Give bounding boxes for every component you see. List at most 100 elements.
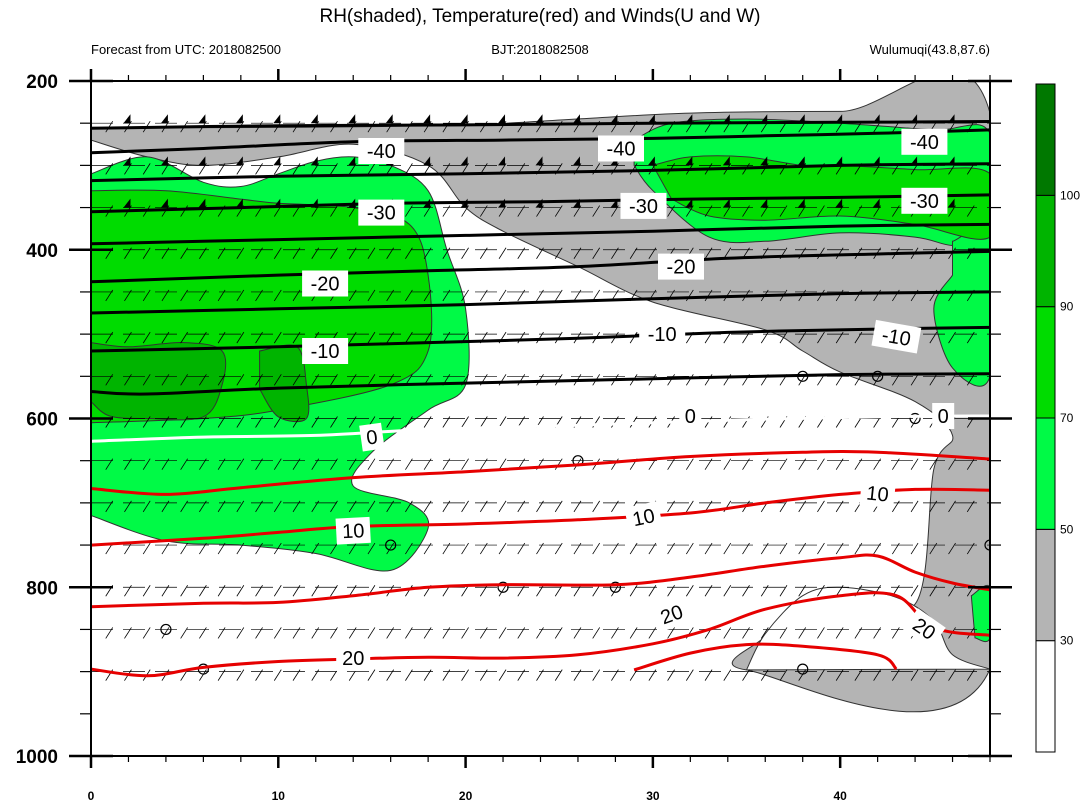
colorbar-swatch <box>1035 306 1056 419</box>
wind-barb <box>442 500 451 513</box>
contour-label-text: -10 <box>880 324 912 351</box>
wind-barb <box>948 458 956 470</box>
wind-barb <box>723 331 732 344</box>
wind-barb <box>292 205 301 217</box>
wind-barb <box>667 627 675 639</box>
wind-barb <box>161 500 170 513</box>
colorbar-label: 50 <box>1060 522 1074 536</box>
wind-barb <box>554 500 563 513</box>
wind-barb <box>479 627 488 639</box>
wind-barb <box>742 205 750 217</box>
contour-label-text: -20 <box>667 257 696 279</box>
wind-pennant <box>423 156 431 166</box>
wind-barb <box>929 331 938 344</box>
wind-barb <box>910 374 919 386</box>
wind-barb <box>536 331 544 344</box>
wind-barb <box>461 669 469 681</box>
wind-barb <box>629 542 638 555</box>
wind-barb <box>685 374 694 386</box>
wind-barb <box>330 374 338 386</box>
wind-barb <box>255 163 263 175</box>
wind-barb <box>311 374 320 386</box>
wind-barb <box>292 627 301 639</box>
wind-barb <box>854 627 863 639</box>
wind-pennant <box>160 156 168 166</box>
calm-wind-circle <box>984 539 990 551</box>
wind-barb <box>142 585 151 597</box>
wind-barb <box>255 585 263 597</box>
wind-barb <box>273 247 282 259</box>
wind-barb <box>124 500 132 513</box>
bjt-subtitle: BJT:2018082508 <box>491 42 589 57</box>
contour-label: -30 <box>901 187 948 214</box>
wind-barb <box>423 500 432 513</box>
wind-barb <box>273 458 282 470</box>
wind-pennant <box>310 156 318 166</box>
wind-barb <box>423 289 432 302</box>
wind-barb <box>217 627 226 639</box>
wind-barb <box>442 627 451 639</box>
wind-barb <box>348 374 357 386</box>
wind-barb <box>929 585 938 597</box>
temperature-contour <box>91 120 990 130</box>
wind-barb <box>854 669 863 681</box>
wind-barb <box>966 500 975 513</box>
wind-barb <box>611 585 619 597</box>
x-tick-label: 40 <box>833 789 847 803</box>
wind-barb <box>536 374 544 386</box>
wind-barb <box>142 289 151 302</box>
wind-barb <box>217 585 226 597</box>
wind-barb <box>742 331 750 344</box>
wind-barb <box>723 669 732 681</box>
wind-pennant <box>947 198 955 208</box>
wind-barb <box>479 416 488 428</box>
wind-barb <box>667 205 675 217</box>
wind-barb <box>124 247 132 259</box>
wind-barb <box>236 627 245 639</box>
contour-label-bg <box>658 253 704 280</box>
wind-barb <box>554 247 563 259</box>
wind-barb <box>742 585 750 597</box>
wind-pennant <box>535 156 543 166</box>
contour-label-bg <box>624 500 663 534</box>
wind-barb <box>611 247 619 259</box>
wind-barb <box>704 585 713 597</box>
wind-barb <box>105 374 114 386</box>
wind-barb <box>105 500 114 513</box>
wind-barb <box>536 585 544 597</box>
wind-barb <box>742 458 750 470</box>
wind-barb <box>873 669 881 681</box>
x-tick-label: 0 <box>88 789 95 803</box>
contour-label: 10 <box>624 500 663 534</box>
wind-barb <box>142 331 151 344</box>
wind-barb <box>929 458 938 470</box>
wind-barb <box>273 669 282 681</box>
contour-label-bg <box>651 596 693 633</box>
wind-barb <box>199 289 207 302</box>
wind-barb <box>217 669 226 681</box>
contour-label-layer: -40 -40 -40 -30 -30 -30 -20 -20 -10 -10 -10 0 0 0 10 10… <box>302 128 955 672</box>
wind-pennant <box>685 114 693 124</box>
wind-barb <box>948 500 956 513</box>
wind-pennant <box>273 156 281 166</box>
wind-pennant <box>423 114 431 124</box>
wind-barb <box>255 331 263 344</box>
wind-barb <box>648 585 657 597</box>
wind-barb <box>423 247 432 259</box>
wind-barb <box>124 331 132 344</box>
wind-barb <box>405 500 413 513</box>
wind-barb <box>330 542 338 555</box>
wind-barb <box>292 163 301 175</box>
contour-label: -10 <box>302 338 349 364</box>
contour-label-bg <box>639 321 686 348</box>
wind-barb <box>423 669 432 681</box>
wind-barb <box>273 627 282 639</box>
wind-pennant <box>123 198 131 208</box>
wind-barb <box>611 542 619 555</box>
wind-barb <box>180 374 188 386</box>
wind-barb <box>461 247 469 259</box>
wind-barb <box>461 542 469 555</box>
contour-label-bg <box>358 138 405 164</box>
wind-barb <box>161 247 170 259</box>
wind-barb <box>835 289 844 302</box>
